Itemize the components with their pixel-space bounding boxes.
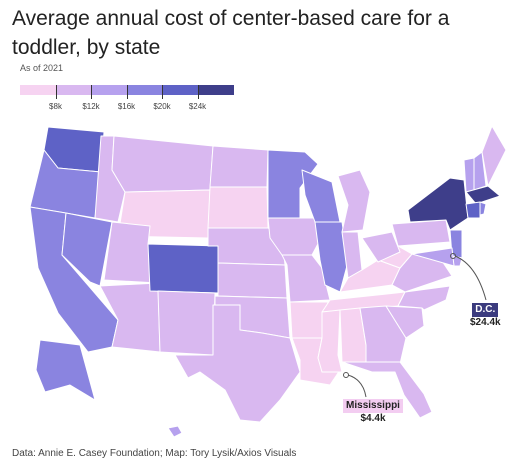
state-ms	[317, 309, 343, 373]
legend-bin	[126, 85, 163, 95]
legend-bin	[55, 85, 92, 95]
legend-bin	[162, 85, 198, 95]
state-md	[411, 247, 455, 267]
dc-callout: D.C. $24.4k	[470, 303, 501, 329]
dc-callout-point	[450, 253, 456, 259]
state-co	[147, 243, 221, 294]
state-ma	[465, 185, 501, 205]
dc-callout-leader	[454, 255, 487, 301]
legend-tick-label: $24k	[188, 102, 207, 111]
state-oh	[361, 231, 401, 263]
mississippi-callout-value: $4.4k	[360, 413, 386, 424]
state-ks	[217, 262, 288, 299]
state-fl	[341, 361, 433, 419]
dc-callout-value: $24.4k	[470, 317, 501, 328]
mississippi-callout-label: Mississippi	[343, 399, 403, 413]
state-me	[481, 125, 507, 187]
ms-callout-point	[343, 372, 349, 378]
dc-callout-label: D.C.	[472, 303, 499, 317]
state-vt	[463, 157, 475, 193]
legend-tick	[91, 85, 92, 99]
state-nm	[157, 290, 216, 356]
state-ct	[465, 201, 481, 219]
state-mi	[337, 169, 371, 233]
state-nv	[61, 212, 113, 287]
source-note: Data: Annie E. Casey Foundation; Map: To…	[12, 448, 297, 459]
legend-tick-label: $16k	[117, 102, 136, 111]
state-pa	[391, 219, 451, 247]
state-ak	[35, 339, 96, 401]
state-az	[99, 282, 161, 353]
color-legend: $8k $12k $16k $20k $24k	[0, 0, 526, 130]
mississippi-callout: Mississippi $4.4k	[338, 399, 408, 425]
state-hi	[167, 425, 183, 438]
legend-bin	[91, 85, 127, 95]
legend-tick-label: $12k	[82, 102, 100, 111]
legend-bin	[20, 85, 56, 95]
state-nd	[209, 145, 269, 188]
legend-tick-label: $8k	[49, 102, 62, 111]
state-sd	[207, 186, 269, 229]
state-nh	[473, 151, 487, 191]
state-mt	[111, 135, 214, 193]
legend-tick	[162, 85, 163, 99]
state-ny	[407, 177, 469, 231]
legend-tick-label: $20k	[153, 102, 171, 111]
ms-callout-leader	[347, 374, 367, 398]
state-wi	[301, 169, 341, 223]
chart-title: Average annual cost of center-based care…	[12, 7, 450, 59]
state-ri	[479, 201, 487, 216]
legend-tick	[126, 85, 128, 99]
legend-tick	[197, 85, 199, 99]
chart-subtitle: As of 2021	[20, 63, 64, 73]
state-tx	[174, 304, 301, 423]
legend-tick	[55, 85, 57, 99]
legend-bin	[197, 85, 234, 95]
